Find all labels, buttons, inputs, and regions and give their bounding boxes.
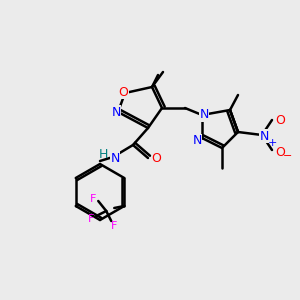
Text: F: F [111,221,117,231]
Text: F: F [88,214,94,224]
Text: O: O [275,146,285,158]
Text: N: N [110,152,120,164]
Text: N: N [259,130,269,142]
Text: O: O [118,85,128,98]
Text: O: O [151,152,161,164]
Text: H: H [98,148,108,161]
Text: −: − [283,151,293,161]
Text: +: + [267,138,277,148]
Text: N: N [192,134,202,148]
Text: N: N [111,106,121,118]
Text: N: N [199,109,209,122]
Text: O: O [275,113,285,127]
Text: F: F [90,194,96,204]
